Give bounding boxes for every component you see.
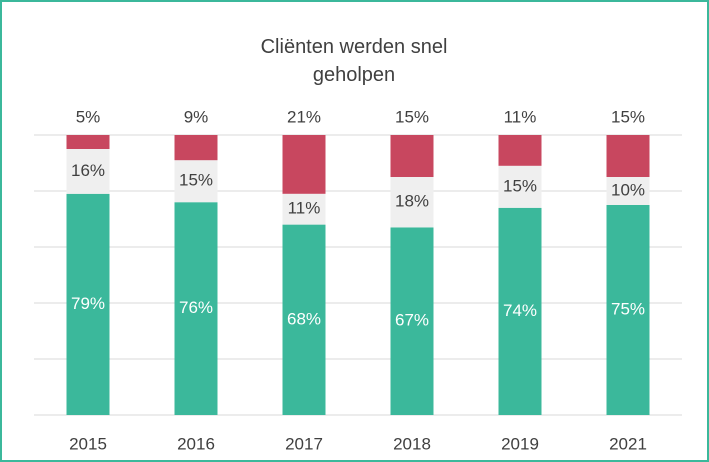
bar-segment [174,160,218,203]
data-label: 15% [503,176,537,195]
data-label: 16% [71,161,105,180]
data-label: 79% [71,294,105,313]
bar-segment [390,135,434,177]
x-tick-label: 2017 [285,434,323,453]
data-label: 21% [287,107,321,126]
data-label: 67% [395,311,429,330]
data-label: 5% [76,107,101,126]
bar-segment [390,177,434,228]
bar-segment [66,193,110,415]
x-tick-label: 2015 [69,434,107,453]
bar-segment [606,177,650,205]
chart-title: Cliënten werden snel geholpen [260,36,448,86]
bar-segment [66,149,110,194]
data-label: 11% [288,199,321,218]
data-label: 76% [179,298,213,317]
x-tick-label: 2018 [393,434,431,453]
bar-segment [282,224,326,415]
bar-segment [498,207,542,415]
data-label: 11% [504,107,537,126]
x-tick-label: 2016 [177,434,215,453]
data-label: 75% [611,299,645,318]
bar-segment [282,135,326,194]
bar-segment [606,135,650,177]
data-label: 18% [395,192,429,211]
x-tick-label: 2021 [609,434,647,453]
bar-segment [606,205,650,415]
x-tick-label: 2019 [501,434,539,453]
bar-segment [498,135,542,166]
data-label: 15% [179,171,213,190]
data-label: 68% [287,309,321,328]
data-label: 10% [611,180,645,199]
bar-segment [174,135,218,161]
data-label: 9% [184,107,209,126]
data-label: 15% [395,107,429,126]
bar-segment [282,193,326,225]
bar-segment [174,202,218,415]
data-label: 15% [611,107,645,126]
bar-segment [498,165,542,208]
bar-segment [66,135,110,149]
data-label: 74% [503,301,537,320]
bar-segment [390,227,434,415]
